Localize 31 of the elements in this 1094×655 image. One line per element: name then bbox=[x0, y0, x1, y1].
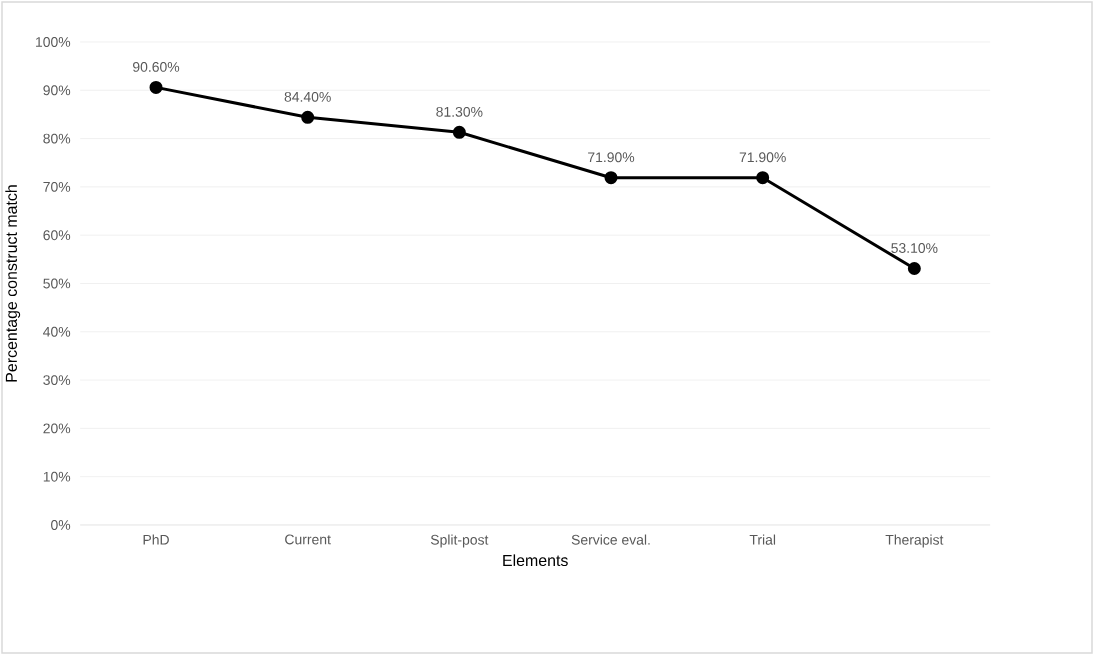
point bbox=[149, 80, 163, 94]
data-label: 90.60% bbox=[133, 61, 180, 72]
y-tick-label: 40% bbox=[43, 326, 71, 337]
data-label: 84.40% bbox=[284, 91, 331, 102]
x-axis-title: Elements bbox=[503, 554, 568, 567]
data-label: 81.30% bbox=[436, 106, 483, 117]
y-axis-title: Percentage construct match bbox=[5, 185, 21, 382]
data-label: 53.10% bbox=[891, 243, 938, 253]
x-tick-label: Therapist bbox=[885, 534, 944, 548]
x-tick-label: Split-post bbox=[430, 534, 489, 548]
y-tick-label: 60% bbox=[43, 230, 71, 241]
point bbox=[604, 171, 618, 185]
y-tick-label: 100% bbox=[36, 37, 71, 47]
data-label: 71.90% bbox=[588, 152, 635, 163]
y-tick-label: 80% bbox=[43, 133, 71, 144]
point bbox=[301, 110, 315, 124]
y-tick-label: 10% bbox=[43, 471, 71, 482]
y-tick-label: 70% bbox=[43, 181, 71, 192]
y-tick-label: 50% bbox=[43, 278, 71, 289]
y-tick-label: 30% bbox=[43, 375, 71, 386]
data-label: 71.90% bbox=[739, 152, 786, 163]
point bbox=[452, 125, 466, 139]
x-tick-label: Service eval. bbox=[571, 534, 650, 545]
x-tick-label: Current bbox=[285, 534, 331, 545]
x-tick-label: PhD bbox=[143, 534, 169, 545]
y-tick-label: 20% bbox=[43, 423, 71, 434]
y-tick-label: 0% bbox=[51, 520, 71, 530]
point bbox=[907, 262, 921, 276]
point bbox=[756, 171, 770, 185]
y-tick-label: 90% bbox=[43, 85, 71, 96]
x-tick-label: Trial bbox=[749, 534, 776, 545]
